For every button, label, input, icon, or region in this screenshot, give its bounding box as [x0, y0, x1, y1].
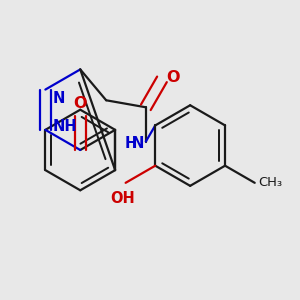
Text: O: O — [74, 96, 87, 111]
Text: NH: NH — [53, 119, 78, 134]
Text: N: N — [53, 91, 65, 106]
Text: CH₃: CH₃ — [258, 176, 282, 189]
Text: N: N — [132, 136, 144, 151]
Text: H: H — [125, 136, 137, 151]
Text: OH: OH — [110, 190, 135, 206]
Text: O: O — [167, 70, 180, 85]
